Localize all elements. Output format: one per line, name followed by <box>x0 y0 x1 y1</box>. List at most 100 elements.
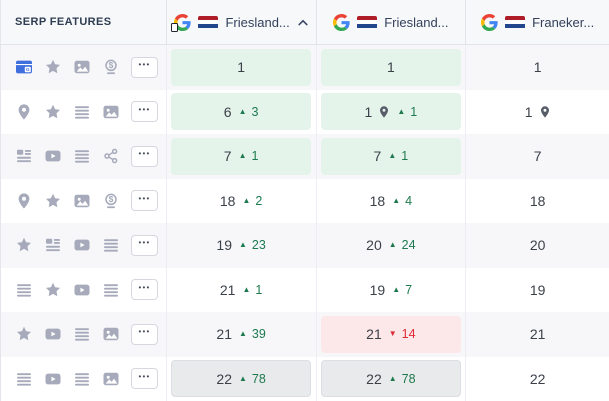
rank-value-box: 18 <box>468 182 608 219</box>
change-value: 1 <box>401 149 409 164</box>
rank-cell[interactable]: 22 <box>466 357 609 401</box>
video-icon <box>73 236 91 254</box>
rank-number: 6 <box>223 103 232 120</box>
svg-text:G: G <box>26 67 30 73</box>
svg-text:$: $ <box>109 194 114 204</box>
rank-cell[interactable]: 21 ▲ 39 <box>167 312 317 357</box>
rank-cell[interactable]: 1 ▲ 1 <box>317 89 467 134</box>
rank-value-box: 18 ▲ 4 <box>321 182 461 219</box>
rank-cell[interactable]: 21 ▼ 14 <box>317 312 467 357</box>
rank-number: 21 <box>529 326 546 343</box>
up-arrow-icon: ▲ <box>388 151 397 161</box>
serp-features-cell: ••• <box>1 267 167 312</box>
rank-number: 18 <box>219 192 236 209</box>
rank-cell[interactable]: 1 <box>466 90 609 135</box>
lines-icon <box>73 103 91 121</box>
rank-number: 19 <box>216 237 232 254</box>
serp-features-cell: G $ ••• <box>1 45 167 90</box>
rank-cell[interactable]: 21 <box>466 312 609 357</box>
more-features-button[interactable]: ••• <box>131 145 158 167</box>
rank-value-box: 1 <box>468 49 608 86</box>
change-value: 24 <box>401 238 416 253</box>
rank-cell[interactable]: 22 ▲ 78 <box>167 356 317 401</box>
rank-cell[interactable]: 7 ▲ 1 <box>317 134 467 179</box>
rank-value-box: 7 <box>468 138 608 175</box>
rank-value-box: 6 ▲ 3 <box>171 93 312 131</box>
rank-cell[interactable]: 1 <box>167 45 317 90</box>
rank-value-box: 19 ▲ 7 <box>321 271 461 308</box>
more-dots: ••• <box>138 371 151 381</box>
rank-cell[interactable]: 18 ▲ 2 <box>167 178 317 223</box>
rank-number: 1 <box>237 59 246 76</box>
table-row: ••• 22 ▲ 78 22 ▲ 78 22 <box>1 356 609 401</box>
sort-asc-icon <box>298 19 308 26</box>
pin-icon <box>15 192 33 210</box>
more-features-button[interactable]: ••• <box>131 279 158 301</box>
image-icon <box>73 192 91 210</box>
more-features-button[interactable]: ••• <box>131 368 158 390</box>
more-dots: ••• <box>138 104 151 114</box>
rank-number: 1 <box>533 59 542 76</box>
rank-value-box: 22 ▲ 78 <box>171 360 312 398</box>
rank-cell[interactable]: 19 ▲ 7 <box>317 267 467 312</box>
up-arrow-icon: ▲ <box>242 284 251 294</box>
column-header-2[interactable]: Friesland... <box>317 0 467 44</box>
up-arrow-icon: ▲ <box>239 240 247 250</box>
rank-cell[interactable]: 22 ▲ 78 <box>317 356 467 401</box>
more-features-button[interactable]: ••• <box>131 234 158 256</box>
more-dots: ••• <box>138 238 151 248</box>
more-dots: ••• <box>138 327 151 337</box>
rank-cell[interactable]: 7 <box>466 134 609 179</box>
rank-number: 21 <box>216 326 232 343</box>
rank-cell[interactable]: 6 ▲ 3 <box>167 89 317 134</box>
rank-cell[interactable]: 18 ▲ 4 <box>317 178 467 223</box>
rank-number: 20 <box>366 237 382 254</box>
rank-cell[interactable]: 20 ▲ 24 <box>317 223 467 268</box>
paid-icon: $ <box>102 58 120 76</box>
more-features-button[interactable]: ••• <box>131 101 158 123</box>
rank-cell[interactable]: 19 ▲ 23 <box>167 223 317 268</box>
rank-cell[interactable]: 18 <box>466 179 609 224</box>
rank-value-box: 20 <box>468 227 608 264</box>
table-row: ••• 7 ▲ 1 7 ▲ 1 7 <box>1 134 609 179</box>
more-features-button[interactable]: ••• <box>131 323 158 345</box>
rank-cell[interactable]: 7 ▲ 1 <box>167 134 317 179</box>
up-arrow-icon: ▲ <box>238 151 247 161</box>
rank-cell[interactable]: 1 <box>317 45 467 90</box>
rank-number: 22 <box>529 370 546 387</box>
lines-icon <box>15 370 33 388</box>
snippet-icon <box>44 236 62 254</box>
column-header-3[interactable]: Franeker... <box>466 0 609 44</box>
rank-cell[interactable]: 21 ▲ 1 <box>167 267 317 312</box>
more-dots: ••• <box>138 193 151 203</box>
lines-icon <box>73 370 91 388</box>
google-icon <box>481 13 498 31</box>
column-header-1[interactable]: Friesland... <box>167 0 317 44</box>
star-icon <box>44 192 62 210</box>
table-row: G $ ••• 1 1 1 <box>1 45 609 90</box>
pin-icon <box>15 103 33 121</box>
rank-number: 7 <box>223 148 232 165</box>
table-row: ••• 21 ▲ 39 21 ▼ 14 21 <box>1 312 609 357</box>
lines-icon <box>102 281 120 299</box>
rank-number: 1 <box>364 103 373 120</box>
more-features-button[interactable]: ••• <box>131 56 158 78</box>
up-arrow-icon: ▲ <box>392 195 401 205</box>
table-row: $ ••• 18 ▲ 2 18 ▲ 4 18 <box>1 178 609 224</box>
change-value: 78 <box>401 371 416 386</box>
change-value: 14 <box>401 327 416 342</box>
star-icon <box>15 325 33 343</box>
rank-cell[interactable]: 19 <box>466 268 609 313</box>
rank-cell[interactable]: 1 <box>466 45 609 90</box>
rank-cell[interactable]: 20 <box>466 223 609 268</box>
lines-icon <box>102 236 120 254</box>
up-arrow-icon: ▲ <box>239 329 247 339</box>
rank-value-box: 21 ▲ 1 <box>171 271 311 308</box>
serp-features-header: SERP FEATURES <box>1 0 167 44</box>
image-icon <box>102 370 120 388</box>
change-value: 1 <box>410 104 418 119</box>
image-icon <box>73 58 91 76</box>
more-features-button[interactable]: ••• <box>131 190 158 212</box>
serp-features-cell: ••• <box>1 134 167 179</box>
rank-number: 22 <box>216 370 232 387</box>
